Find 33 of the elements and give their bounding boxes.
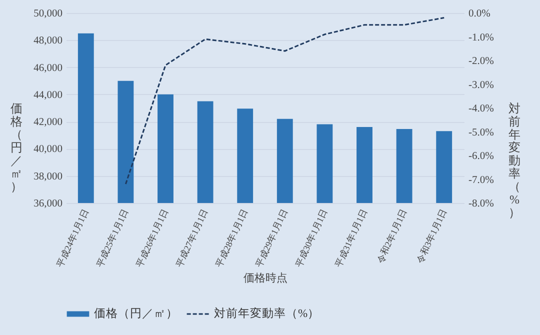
x-tick-label: 令和2年1月1日 xyxy=(375,207,409,265)
y-tick-label: 48,000 xyxy=(34,36,62,47)
y2-tick-label: -4.0% xyxy=(468,104,494,114)
y-tick-label: 42,000 xyxy=(34,117,62,128)
y2-tick-label: -5.0% xyxy=(468,127,494,138)
y2-tick-label: -7.0% xyxy=(468,174,494,186)
x-tick-label: 平成25年1月1日 xyxy=(94,207,130,269)
x-tick-label: 平成24年1月1日 xyxy=(54,207,90,269)
y-tick-label: 38,000 xyxy=(34,171,62,182)
y-axis-title: 価格（円／㎡） xyxy=(10,102,22,194)
x-tick-label: 令和3年1月1日 xyxy=(414,207,449,265)
y2-tick-label: -1.0% xyxy=(468,32,494,44)
x-tick-label: 平成29年1月1日 xyxy=(254,207,290,269)
x-axis-title: 価格時点 xyxy=(244,272,288,285)
y2-tick-label: -2.0% xyxy=(468,56,494,67)
line-series xyxy=(124,17,445,185)
x-tick-label: 平成30年1月1日 xyxy=(294,207,330,269)
text: 対前年変動率（%） xyxy=(508,102,520,220)
y-tick-label: 44,000 xyxy=(34,90,62,101)
y-tick-label: 50,000 xyxy=(34,8,62,20)
x-tick-label: 平成28年1月1日 xyxy=(214,207,250,269)
y2-tick-label: 0.0% xyxy=(468,8,491,20)
legend-label: 対前年変動率（%） xyxy=(214,306,320,320)
legend-label: 価格（円／㎡） xyxy=(94,307,178,320)
y2-tick-label: -8.0% xyxy=(468,198,494,210)
y2-tick-label: -3.0% xyxy=(468,80,494,91)
x-tick-label: 平成27年1月1日 xyxy=(174,207,210,269)
y-tick-label: 40,000 xyxy=(34,144,62,156)
y-tick-label: 46,000 xyxy=(34,62,62,74)
x-tick-label: 平成31年1月1日 xyxy=(333,207,370,269)
y2-tick-label: -6.0% xyxy=(468,151,494,162)
x-tick-label: 平成26年1月1日 xyxy=(134,207,170,269)
y-tick-label: 36,000 xyxy=(34,198,62,210)
